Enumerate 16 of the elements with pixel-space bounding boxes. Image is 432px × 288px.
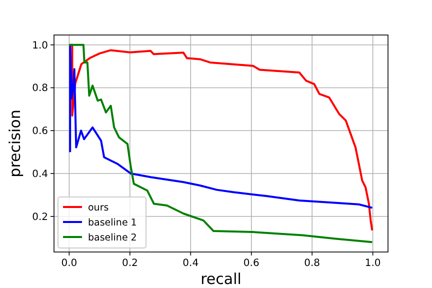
x-tick-label: 0.6 [243, 258, 260, 269]
x-tick-label: 0.2 [122, 258, 138, 269]
x-axis-title: recall [200, 270, 242, 288]
x-tick-label: 0.0 [61, 258, 78, 269]
x-tick-label: 0.4 [182, 258, 199, 269]
legend-label: baseline 2 [88, 232, 137, 244]
legend-label: baseline 1 [88, 218, 137, 228]
legend-label: ours [88, 202, 109, 214]
y-tick-label: 0.4 [32, 169, 48, 180]
y-tick-label: 0.6 [32, 126, 48, 138]
y-tick-label: 0.8 [32, 83, 48, 94]
y-tick-label: 0.2 [32, 212, 48, 223]
y-tick-label: 1.0 [32, 40, 48, 52]
y-axis-title: precision [6, 110, 24, 178]
x-tick-label: 1.0 [364, 258, 381, 269]
x-tick-label: 0.8 [304, 258, 320, 269]
